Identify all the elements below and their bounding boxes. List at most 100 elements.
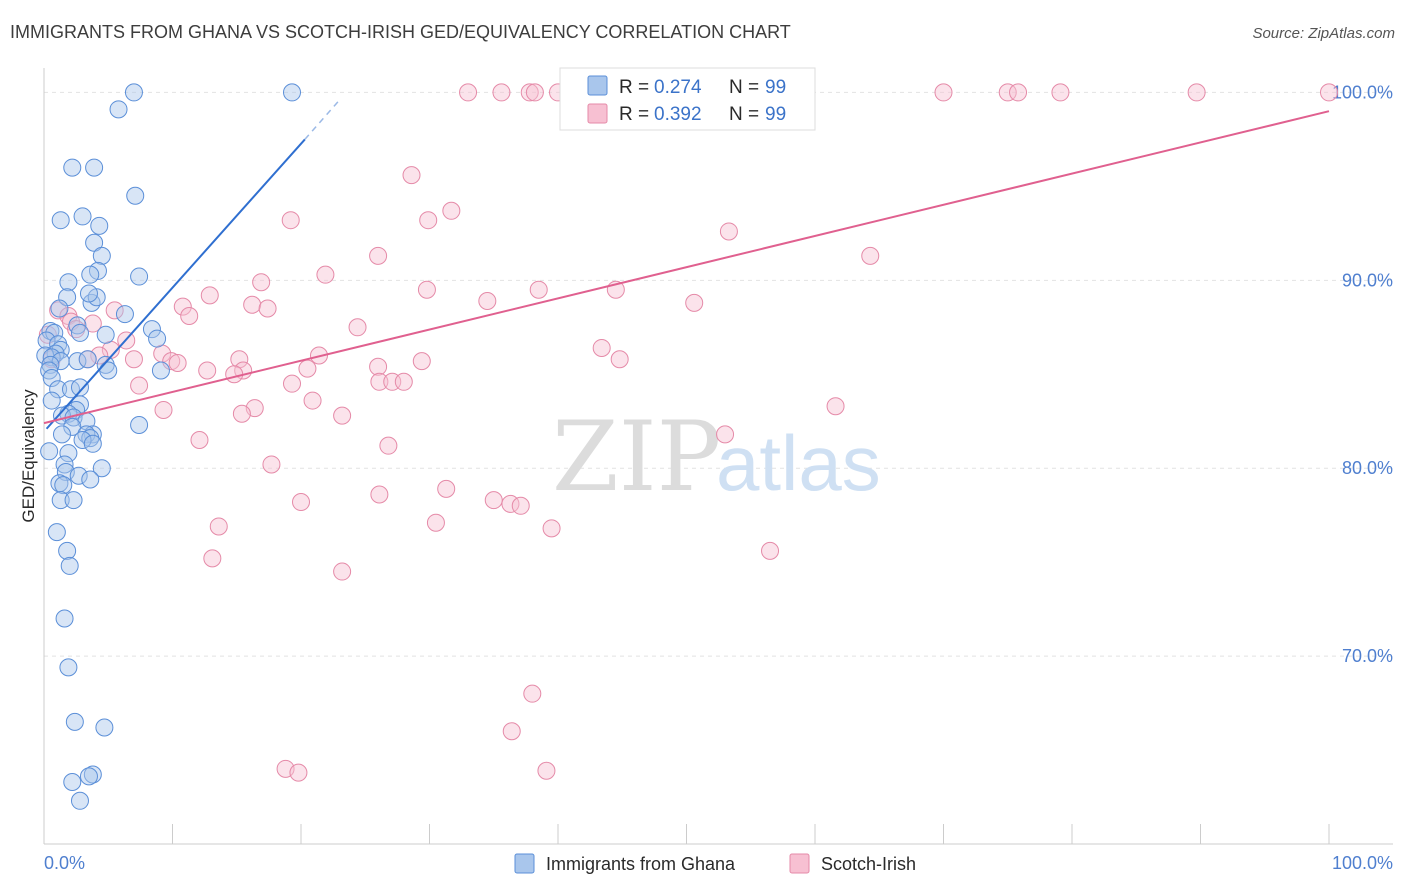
ghana-point [81,265,100,284]
ghana-point [52,425,71,444]
ghana-point [63,158,82,177]
scotch-irish-point [209,517,228,536]
scotch-irish-point [826,397,845,416]
legend-swatch-blue [514,853,535,874]
scotch-irish-point [316,265,335,284]
stats-swatch-blue [587,75,608,96]
ghana-point [96,325,115,344]
ghana-point [65,712,84,731]
scotch-irish-point [492,83,511,102]
scotch-irish-trend-line [43,110,1330,425]
ghana-point [126,186,145,205]
scotch-irish-point [262,455,281,474]
ghana-point [41,355,60,374]
ghana-point [42,369,61,388]
scotch-irish-point [511,496,530,515]
ghana-trend-extension [304,99,341,140]
ghana-point [90,216,109,235]
ghana-point [54,476,73,495]
ghana-point [79,767,98,786]
legend-item-ghana[interactable]: Immigrants from Ghana [514,853,736,874]
ghana-point [40,361,59,380]
ghana-point [64,491,83,510]
ghana-point [63,417,82,436]
scotch-irish-point [168,353,187,372]
stats-box: R = 0.274 N = 99 R = 0.392 N = 99 [559,67,816,131]
scotch-irish-point [333,406,352,425]
ghana-point [95,718,114,737]
ghana-point [283,83,302,102]
scotch-irish-point [537,761,556,780]
scotch-irish-point [998,83,1017,102]
scotch-irish-point [90,346,109,365]
ghana-point [55,609,74,628]
scotch-irish-point [502,722,521,741]
ghana-point [59,444,78,463]
legend: Immigrants from Ghana Scotch-Irish [514,853,916,874]
scotch-irish-point [1187,83,1206,102]
scotch-irish-point [173,297,192,316]
ghana-point [73,431,92,450]
scotch-irish-point [281,211,300,230]
watermark-atlas: atlas [716,419,881,507]
scotch-irish-point [130,376,149,395]
scotch-irish-point [934,83,953,102]
scotch-irish-point [610,350,629,369]
ghana-point [55,455,74,474]
ghana-point [81,470,100,489]
chart-source: Source: ZipAtlas.com [1252,25,1395,42]
ghana-point [79,284,98,303]
ghana-point [83,434,102,453]
scotch-irish-point [154,400,173,419]
ghana-point [124,83,143,102]
ghana-point [51,211,70,230]
ghana-point [47,523,66,542]
scotch-irish-point [292,493,310,512]
ghana-point [99,361,118,380]
legend-item-scotch-irish[interactable]: Scotch-Irish [789,853,916,874]
scotch-irish-point [861,246,880,265]
scotch-irish-point [303,391,322,410]
ghana-point [59,273,78,292]
scotch-irish-point [412,352,431,371]
y-tick-labels: 70.0% 80.0% 90.0% 100.0% [1332,82,1393,666]
ghana-point [63,772,82,791]
scotch-irish-point [283,374,302,393]
scotch-irish-point [419,211,438,230]
scotch-irish-point [232,404,251,423]
scotch-irish-point [379,436,398,455]
stats-r-value-1: 0.392 [654,104,702,125]
scotch-irish-point [298,359,317,378]
legend-label-scotch-irish: Scotch-Irish [821,854,916,874]
stats-r-label-1: R = [619,104,649,125]
scotch-irish-point [243,295,262,314]
scotch-irish-point [124,350,143,369]
ghana-point [78,350,97,369]
ghana-point [85,233,104,252]
ghana-point [130,267,149,286]
ghana-point [70,378,89,397]
stats-r-value-0: 0.274 [654,77,702,98]
ghana-point [73,207,92,226]
ghana-point [92,459,111,478]
scotch-irish-point [520,83,539,102]
scotch-irish-point [442,201,461,220]
x-tick-label-0: 0.0% [44,853,85,873]
chart-title: IMMIGRANTS FROM GHANA VS SCOTCH-IRISH GE… [10,22,791,42]
scotch-irish-point [685,293,704,312]
y-tick-label: 80.0% [1342,458,1393,478]
scotch-irish-point [394,372,413,391]
ghana-point [61,380,80,399]
ghana-point [51,491,70,510]
ghana-point [85,158,104,177]
scotch-irish-point [105,301,124,320]
x-tick-marks [43,824,1330,844]
x-tick-label-1: 100.0% [1332,853,1393,873]
ghana-point [42,391,61,410]
ghana-point [45,323,64,342]
ghana-point [69,466,88,485]
scotch-irish-point [258,299,277,318]
y-axis-label: GED/Equivalency [19,389,38,523]
scotch-irish-point [1051,83,1070,102]
